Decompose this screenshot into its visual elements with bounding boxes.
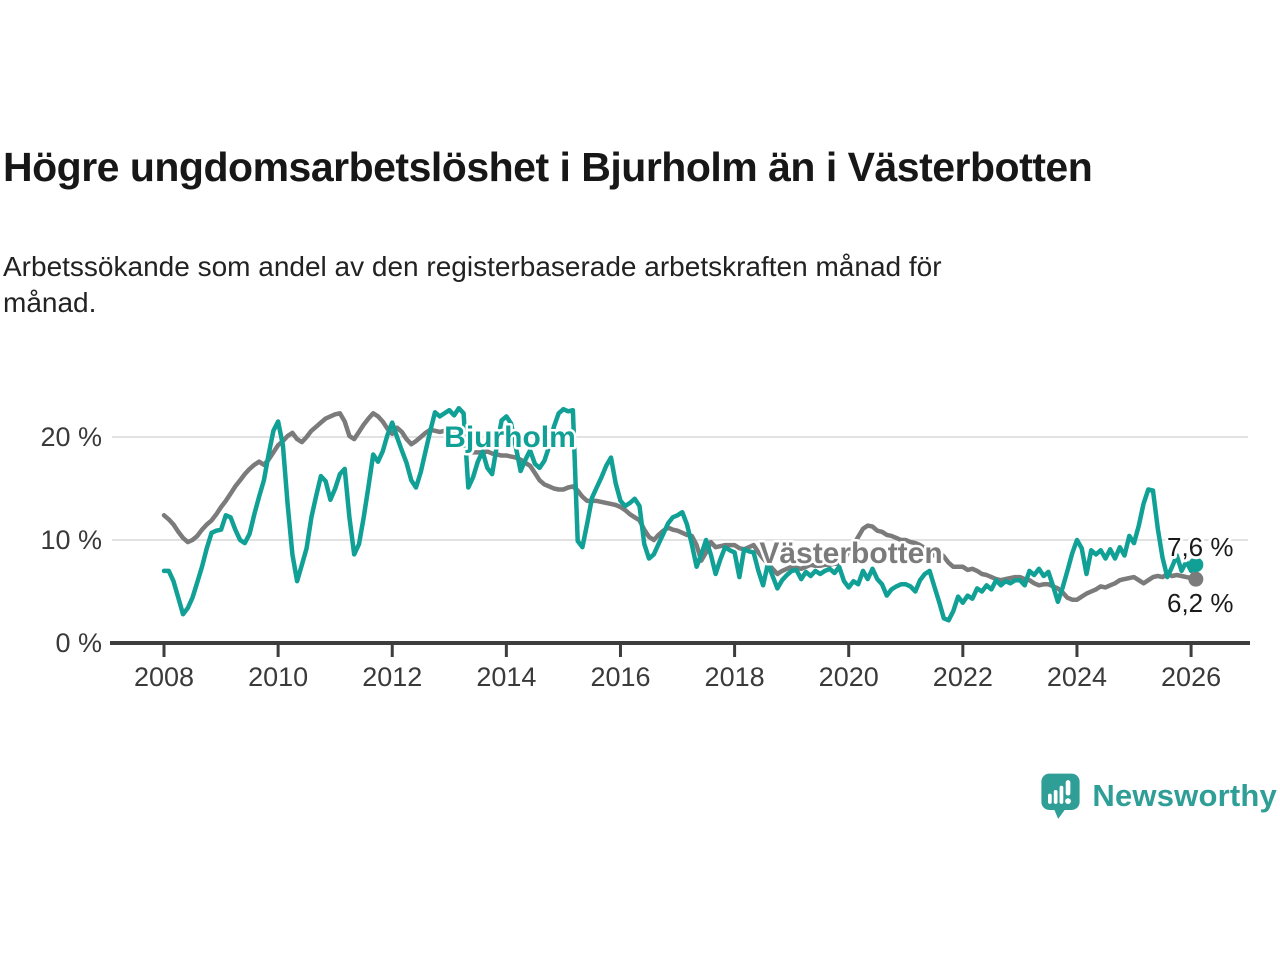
series-label-vasterbotten: Västerbotten	[759, 537, 942, 570]
exclamation-dot	[1065, 798, 1072, 805]
series-end-dots	[1188, 557, 1204, 587]
x-tick-label: 2008	[134, 662, 194, 692]
axis-ticks	[162, 645, 1193, 657]
newsworthy-logo-icon	[1041, 773, 1080, 819]
x-tick-label: 2026	[1161, 662, 1221, 692]
x-tick-label: 2020	[819, 662, 879, 692]
series-line-västerbotten	[161, 411, 1199, 602]
brand-name: Newsworthy	[1092, 778, 1277, 813]
end-value-label-vasterbotten: 6,2 %	[1167, 588, 1234, 618]
end-dot-bjurholm	[1188, 557, 1204, 573]
x-tick-label: 2018	[705, 662, 765, 692]
y-tick-label: 0 %	[55, 628, 102, 658]
y-tick-label: 20 %	[40, 422, 102, 452]
x-tick-label: 2022	[933, 662, 993, 692]
series-lines	[161, 405, 1199, 623]
axis-labels: 0 % 10 % 20 % 2008 2010 2012 2014 2016 2018 2020 2…	[40, 422, 1221, 692]
newsworthy-logo: Newsworthy	[1040, 772, 1277, 820]
x-tick-label: 2014	[476, 662, 536, 692]
x-tick-label: 2010	[248, 662, 308, 692]
end-value-label-bjurholm: 7,6 %	[1167, 532, 1234, 562]
series-label-bjurholm: Bjurholm	[444, 421, 576, 454]
x-tick-label: 2012	[362, 662, 422, 692]
x-tick-label: 2016	[590, 662, 650, 692]
chart-subtitle: Arbetssökande som andel av den registerb…	[3, 251, 942, 318]
series-line-bjurholm	[161, 405, 1199, 623]
bar-3	[1059, 785, 1064, 804]
y-tick-label: 10 %	[40, 525, 102, 555]
exclamation-bar	[1066, 780, 1071, 796]
x-tick-label: 2024	[1047, 662, 1107, 692]
page-title: Högre ungdomsarbetslöshet i Bjurholm än …	[3, 144, 1093, 190]
bar-2	[1054, 789, 1058, 804]
gridlines	[112, 436, 1248, 541]
end-dot-västerbotten	[1188, 571, 1204, 587]
bar-1	[1048, 793, 1053, 804]
